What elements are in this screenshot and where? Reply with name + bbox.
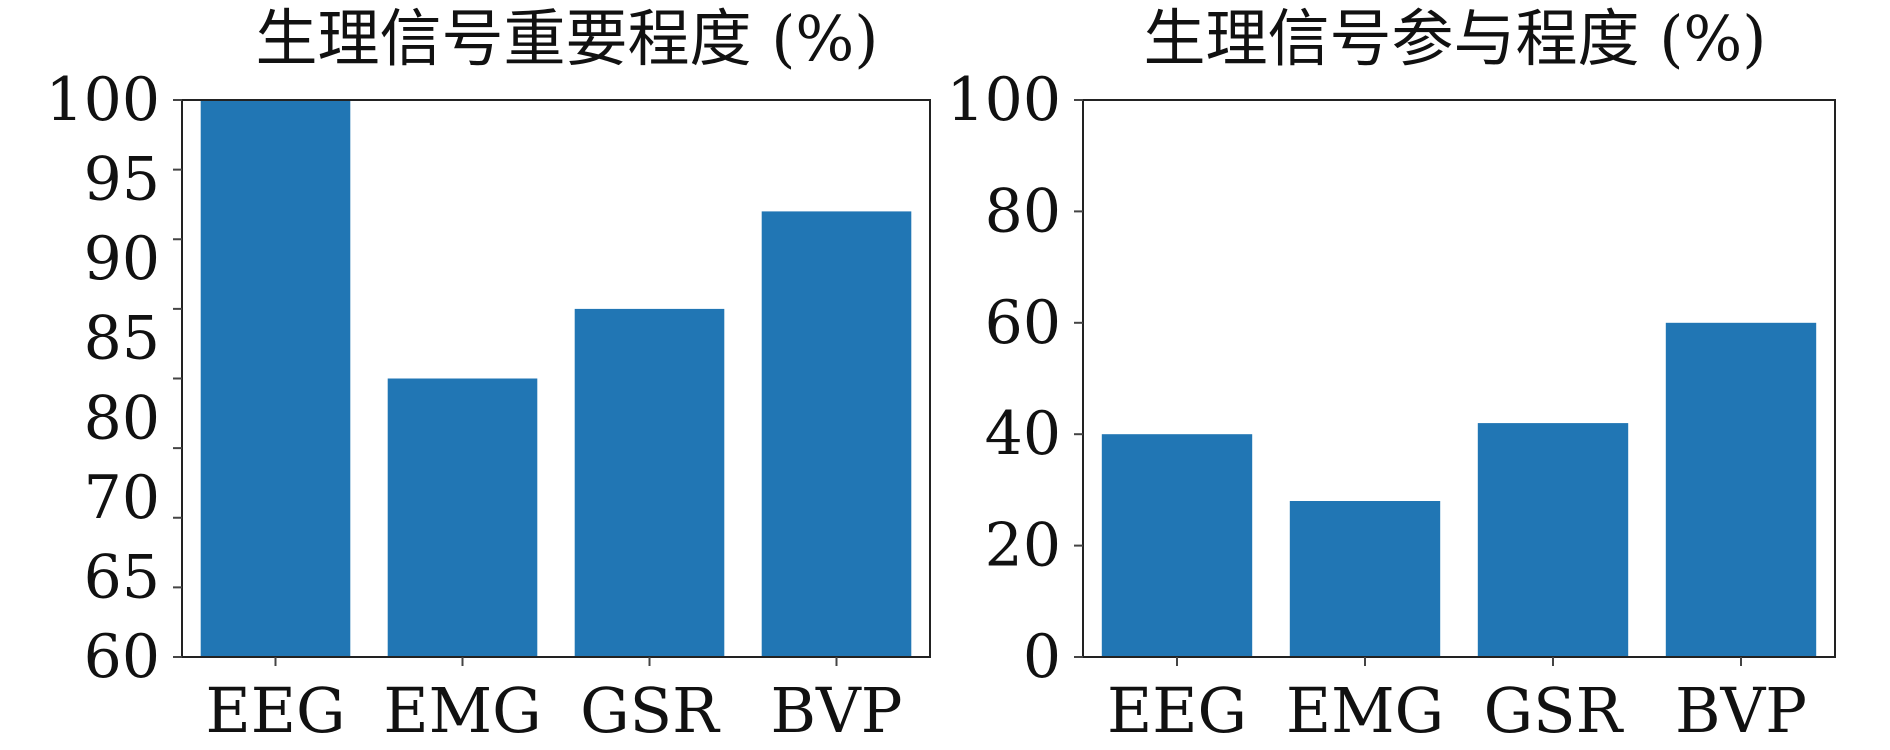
x-tick-label: BVP (770, 674, 902, 745)
y-tick-label: 80 (985, 176, 1061, 246)
chart-title: 生理信号参与程度 (%) (1144, 2, 1767, 75)
y-tick-label: 100 (45, 65, 160, 135)
chart-importance: 生理信号重要程度 (%) 100 95 90 85 80 70 65 60 EEG EMG GSR B… (45, 2, 931, 747)
x-tick-label: EEG (205, 674, 345, 745)
y-tick-label: 65 (84, 542, 160, 612)
x-tick-label: EEG (1107, 674, 1247, 745)
y-tick-label: 85 (84, 304, 160, 374)
axes-frame (1082, 99, 1836, 658)
bar-bvp (761, 211, 912, 657)
y-tick-label: 80 (84, 383, 160, 453)
bar-emg (1289, 501, 1441, 657)
y-tick-label: 20 (985, 511, 1061, 581)
bar-bvp (1665, 322, 1817, 657)
bar-emg (387, 378, 538, 657)
x-tick-label: EMG (1286, 674, 1444, 745)
chart-participation: 生理信号参与程度 (%) 100 80 60 40 20 0 EEG EMG GSR BVP (946, 2, 1836, 747)
x-tick-label: GSR (1484, 674, 1625, 745)
bar-eeg (200, 100, 351, 657)
bar-gsr (574, 308, 725, 657)
chart-title: 生理信号重要程度 (%) (256, 2, 879, 75)
x-tick-label: GSR (580, 674, 721, 745)
y-tick-label: 70 (84, 463, 160, 533)
x-tick-label: EMG (383, 674, 541, 745)
bar-gsr (1477, 423, 1629, 657)
x-tick-label: BVP (1675, 674, 1807, 745)
y-tick-label: 90 (84, 224, 160, 294)
y-tick-label: 95 (84, 145, 160, 215)
bar-eeg (1101, 434, 1253, 657)
y-tick-label: 60 (84, 622, 160, 692)
y-tick-label: 60 (985, 288, 1061, 358)
y-tick-label: 40 (985, 399, 1061, 469)
y-tick-label: 0 (1023, 622, 1061, 692)
y-tick-label: 100 (946, 65, 1061, 135)
